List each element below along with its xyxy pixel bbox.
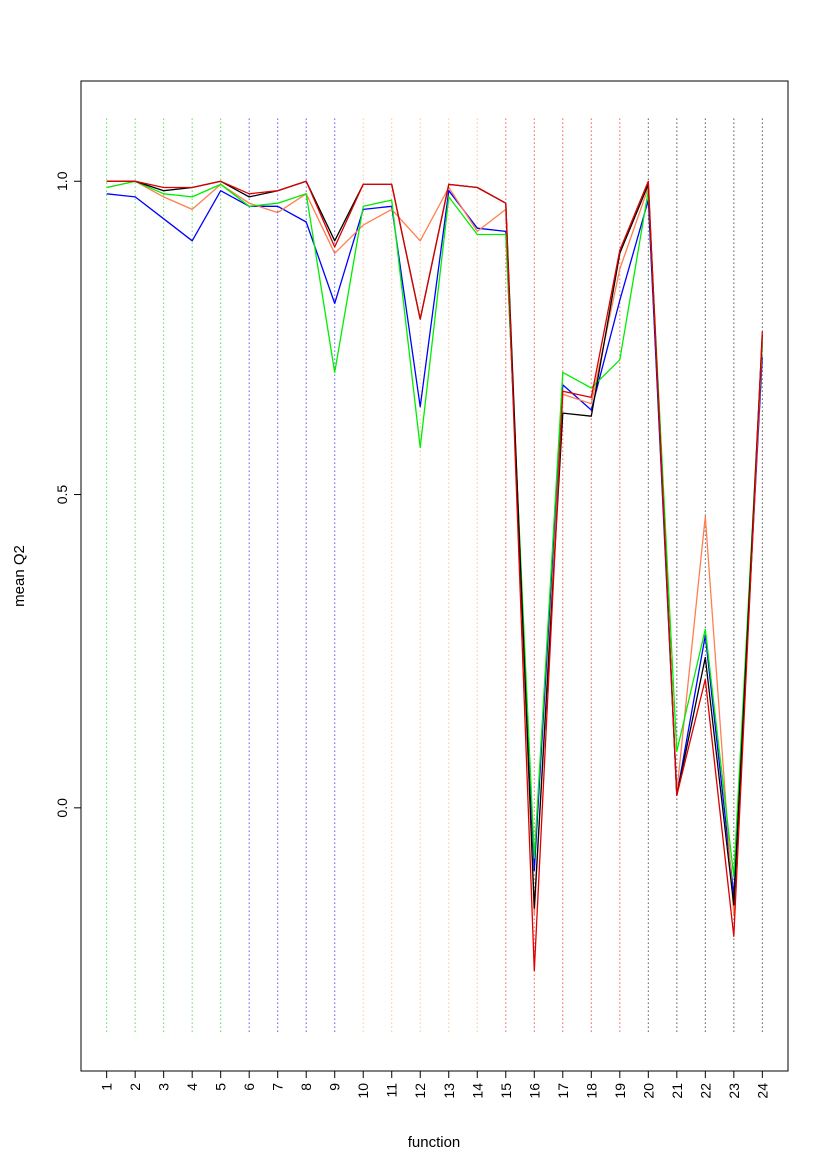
x-tick-label: 6 <box>241 1083 257 1091</box>
series-line-2 <box>106 180 763 916</box>
y-tick-label: 1.0 <box>54 171 70 191</box>
x-tick-label: 21 <box>669 1083 685 1099</box>
x-tick-label: 15 <box>498 1083 514 1099</box>
vertical-grid-lines <box>106 118 763 1034</box>
x-tick-label: 12 <box>412 1083 428 1099</box>
y-tick-label: 0.0 <box>54 798 70 818</box>
series-line-4 <box>106 180 763 909</box>
x-tick-label: 7 <box>270 1083 286 1091</box>
x-tick-label: 5 <box>213 1083 229 1091</box>
x-tick-label: 3 <box>156 1083 172 1091</box>
x-tick-label: 4 <box>184 1083 200 1091</box>
series-line-5 <box>106 180 763 972</box>
x-tick-label: 19 <box>612 1083 628 1099</box>
x-tick-label: 8 <box>298 1083 314 1091</box>
x-axis: 1 2 3 4 5 6 7 8 9 10 11 12 13 14 15 16 17 18 19 20 21 22 23 24 <box>99 1070 770 1099</box>
series-lines <box>106 180 763 972</box>
y-axis-title: mean Q2 <box>11 545 28 607</box>
x-tick-label: 22 <box>697 1083 713 1099</box>
x-tick-label: 24 <box>754 1083 770 1099</box>
y-axis: 0.0 0.5 1.0 <box>54 171 82 818</box>
x-tick-label: 1 <box>99 1083 115 1091</box>
plot-frame <box>80 80 789 1072</box>
x-tick-label: 16 <box>526 1083 542 1099</box>
x-tick-label: 11 <box>384 1083 400 1098</box>
x-tick-label: 10 <box>355 1083 371 1099</box>
x-tick-label: 9 <box>327 1083 343 1091</box>
x-tick-label: 2 <box>127 1083 143 1091</box>
x-tick-label: 14 <box>469 1083 485 1099</box>
y-tick-label: 0.5 <box>54 485 70 505</box>
x-tick-label: 20 <box>640 1083 656 1099</box>
x-tick-label: 17 <box>555 1083 571 1099</box>
series-line-1 <box>106 190 763 897</box>
x-tick-label: 18 <box>583 1083 599 1099</box>
x-tick-label: 13 <box>441 1083 457 1099</box>
x-axis-title: function <box>408 1134 461 1151</box>
x-tick-label: 23 <box>726 1083 742 1099</box>
